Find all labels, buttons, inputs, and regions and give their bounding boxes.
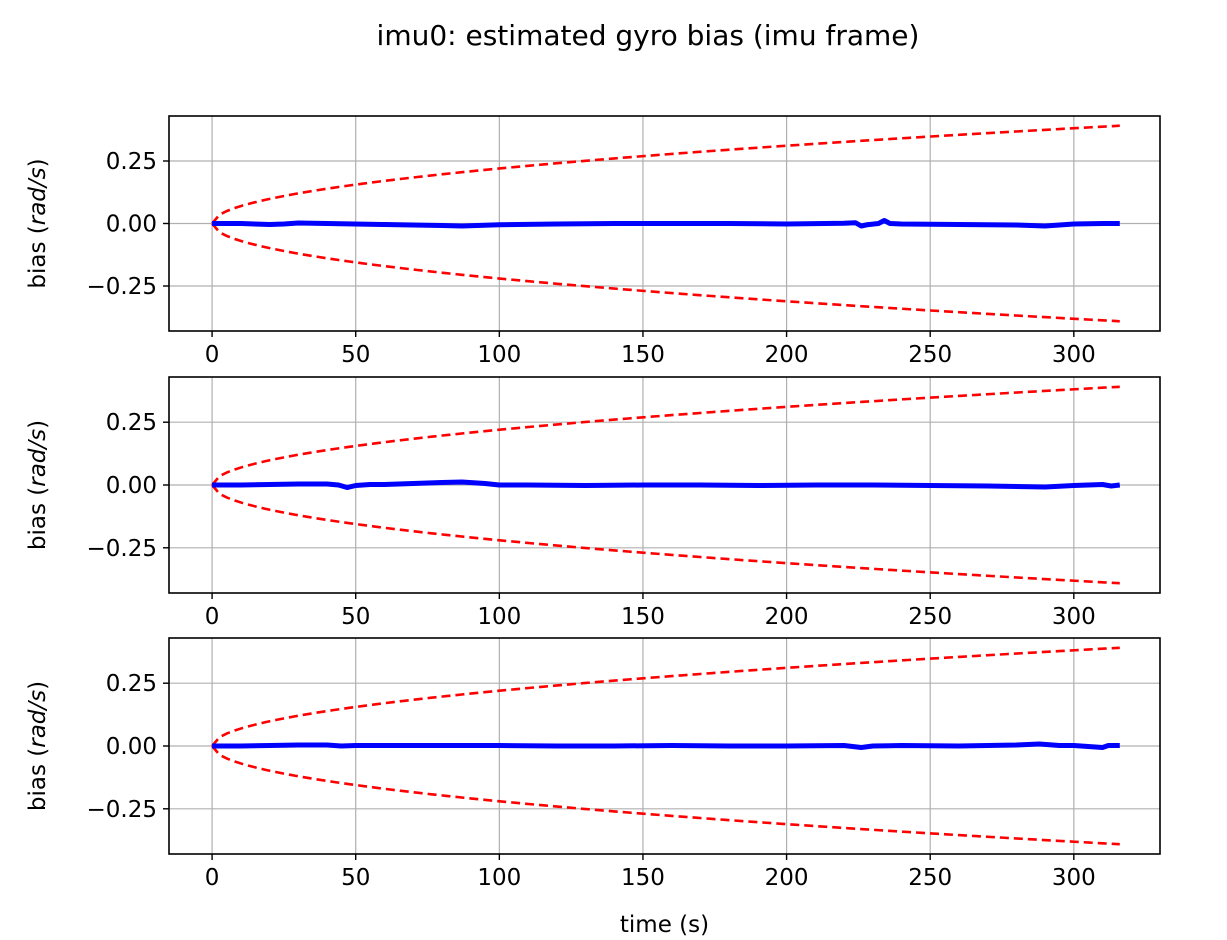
x-tick-label-1: 50 [341, 342, 370, 368]
y-tick-label-1: 0.00 [106, 734, 157, 760]
y-axis-label-unit: rad/s [25, 429, 51, 487]
x-tick-label-2: 100 [477, 865, 521, 891]
y-axis-label-suffix: ) [25, 420, 51, 429]
lower-bound-line [211, 222, 1120, 323]
y-axis-label: bias (rad/s) [25, 158, 51, 288]
y-tick-label-0: 0.25 [106, 671, 157, 697]
y-tick-label-2: −0.25 [87, 797, 157, 823]
y-tick-label-1: 0.00 [106, 212, 157, 238]
x-tick-label-5: 250 [908, 342, 952, 368]
y-axis-label-suffix: ) [25, 158, 51, 167]
x-tick-label-4: 200 [765, 604, 809, 630]
x-tick-label-1: 50 [341, 865, 370, 891]
x-tick-label-6: 300 [1052, 342, 1096, 368]
x-tick-label-5: 250 [908, 604, 952, 630]
lower-bound-line [211, 745, 1120, 846]
bias-estimate-line [212, 218, 1120, 229]
upper-bound-line [211, 646, 1120, 747]
bias-estimate-line [212, 479, 1121, 491]
x-axis-label: time (s) [620, 912, 709, 938]
y-axis-label: bias (rad/s) [25, 420, 51, 550]
plot-area [211, 385, 1121, 585]
upper-bound-line [211, 124, 1120, 225]
plot-area [211, 124, 1120, 323]
x-tick-label-3: 150 [621, 865, 665, 891]
x-tick-label-3: 150 [621, 604, 665, 630]
x-tick-label-4: 200 [765, 342, 809, 368]
x-tick-label-5: 250 [908, 865, 952, 891]
y-axis-label-prefix: bias ( [25, 487, 51, 550]
y-tick-label-0: 0.25 [106, 149, 157, 175]
y-tick-label-0: 0.25 [106, 410, 157, 436]
y-axis-label-prefix: bias ( [25, 748, 51, 811]
subplot-3: 0 50 100 150 200 250 300 0.25 0.00 −0.25 bias (rad… [25, 637, 1161, 938]
y-tick-label-2: −0.25 [87, 274, 157, 300]
figure-title: imu0: estimated gyro bias (imu frame) [377, 19, 920, 52]
upper-bound-line [211, 385, 1120, 486]
y-tick-label-1: 0.00 [106, 473, 157, 499]
x-tick-label-3: 150 [621, 342, 665, 368]
subplot-2: 0 50 100 150 200 250 300 0.25 0.00 −0.25 bias (rad… [25, 376, 1161, 630]
x-tick-label-6: 300 [1052, 865, 1096, 891]
bias-estimate-line [212, 741, 1120, 751]
y-axis-label-suffix: ) [25, 681, 51, 690]
y-axis-label-unit: rad/s [25, 167, 51, 225]
y-tick-label-2: −0.25 [87, 536, 157, 562]
y-axis-label-unit: rad/s [25, 690, 51, 748]
subplot-1: 0 50 100 150 200 250 300 0.25 0.00 −0.25 bias (rad… [25, 115, 1161, 368]
x-tick-label-0: 0 [205, 342, 220, 368]
x-tick-label-6: 300 [1052, 604, 1096, 630]
x-tick-label-0: 0 [205, 865, 220, 891]
x-tick-label-2: 100 [477, 342, 521, 368]
x-tick-label-0: 0 [205, 604, 220, 630]
x-tick-label-4: 200 [765, 865, 809, 891]
x-tick-label-1: 50 [341, 604, 370, 630]
x-tick-label-2: 100 [477, 604, 521, 630]
y-axis-label-prefix: bias ( [25, 225, 51, 288]
y-axis-label: bias (rad/s) [25, 681, 51, 811]
lower-bound-line [211, 484, 1120, 585]
plot-area [211, 646, 1120, 846]
